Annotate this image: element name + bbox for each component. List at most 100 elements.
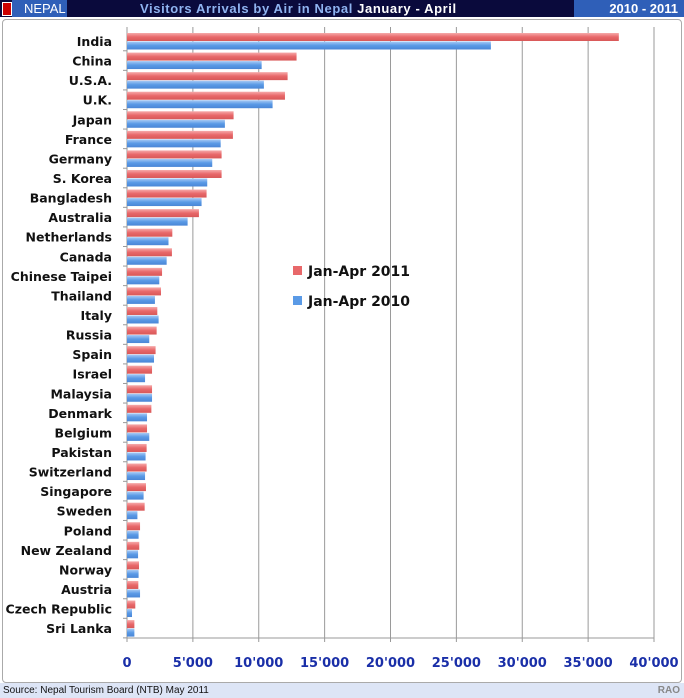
- bar-2011: [127, 580, 139, 589]
- category-label: Norway: [59, 562, 112, 577]
- bar-2011: [127, 502, 145, 511]
- bar-2010: [127, 256, 167, 265]
- category-label: Austria: [61, 582, 112, 597]
- years-label: 2010 - 2011: [574, 0, 684, 17]
- author-mark: RAO: [657, 685, 680, 696]
- bar-2010: [127, 609, 133, 618]
- category-label: Switzerland: [29, 465, 112, 480]
- bar-2010: [127, 100, 273, 109]
- chart-frame: [2, 19, 682, 683]
- bar-2010: [127, 413, 148, 422]
- bar-2011: [127, 52, 297, 61]
- bar-2011: [127, 561, 139, 570]
- category-label: Denmark: [48, 406, 112, 421]
- bar-2010: [127, 178, 208, 187]
- header-bar: NEPAL Visitors Arrivals by Air in Nepal …: [0, 0, 684, 17]
- bar-2010: [127, 80, 264, 89]
- legend-swatch: [293, 266, 302, 275]
- bar-2011: [127, 326, 157, 335]
- category-label: Japan: [72, 112, 112, 127]
- x-tick-label: 15'000: [300, 656, 349, 671]
- x-tick-label: 5'000: [173, 656, 213, 671]
- bar-2011: [127, 600, 136, 609]
- category-label: Singapore: [40, 484, 112, 499]
- bar-2011: [127, 150, 222, 159]
- category-label: India: [77, 34, 112, 49]
- x-tick-label: 0: [122, 656, 131, 671]
- category-label: S. Korea: [53, 171, 112, 186]
- bar-2011: [127, 287, 161, 296]
- category-label: Netherlands: [26, 230, 112, 245]
- category-label: Russia: [66, 328, 112, 343]
- bar-2010: [127, 276, 160, 285]
- bar-2010: [127, 452, 146, 461]
- bar-2011: [127, 346, 156, 355]
- bar-2011: [127, 463, 147, 472]
- legend-label: Jan-Apr 2011: [307, 264, 410, 280]
- bar-2010: [127, 237, 169, 246]
- footer: Source: Nepal Tourism Board (NTB) May 20…: [0, 683, 684, 698]
- x-tick-label: 20'000: [366, 656, 415, 671]
- bar-2011: [127, 365, 153, 374]
- bar-2011: [127, 209, 199, 218]
- category-label: Pakistan: [51, 445, 112, 460]
- x-tick-label: 30'000: [498, 656, 547, 671]
- bar-2011: [127, 306, 158, 315]
- country-label: NEPAL: [12, 0, 67, 17]
- x-tick-label: 40'000: [629, 656, 678, 671]
- nepal-flag-icon: [2, 2, 12, 16]
- category-label: Czech Republic: [6, 602, 112, 617]
- category-label: Sweden: [57, 504, 112, 519]
- bar-2010: [127, 472, 146, 481]
- x-tick-label: 10'000: [234, 656, 283, 671]
- source-note: Source: Nepal Tourism Board (NTB) May 20…: [3, 685, 209, 696]
- bar-2011: [127, 228, 173, 237]
- x-tick-label: 25'000: [432, 656, 481, 671]
- bar-2010: [127, 550, 139, 559]
- bar-2010: [127, 491, 144, 500]
- title-period: January - April: [357, 1, 457, 16]
- bar-2011: [127, 33, 619, 41]
- bar-2011: [127, 130, 233, 139]
- bar-2011: [127, 72, 288, 81]
- category-label: Malaysia: [50, 386, 112, 401]
- category-label: Spain: [72, 347, 112, 362]
- bar-2010: [127, 158, 213, 167]
- bar-2011: [127, 169, 222, 178]
- category-label: U.K.: [83, 93, 112, 108]
- category-label: Thailand: [51, 288, 112, 303]
- bar-2010: [127, 198, 202, 207]
- category-label: Sri Lanka: [46, 621, 112, 636]
- bar-chart: 0 5'000 10'000 15'000 20'000 25'000 30'000 35'0…: [6, 27, 679, 671]
- category-label: Israel: [73, 367, 112, 382]
- bar-2010: [127, 569, 139, 578]
- bar-2011: [127, 385, 153, 394]
- bar-2011: [127, 189, 207, 198]
- bar-2011: [127, 620, 135, 629]
- bar-2011: [127, 248, 172, 257]
- bar-2010: [127, 530, 139, 539]
- bar-2011: [127, 267, 163, 276]
- bar-2011: [127, 483, 146, 492]
- category-label: Belgium: [55, 425, 112, 440]
- category-label: U.S.A.: [69, 73, 112, 88]
- category-label: France: [65, 132, 112, 147]
- bar-2011: [127, 443, 147, 452]
- bar-2010: [127, 393, 153, 402]
- category-label: Poland: [64, 523, 112, 538]
- bar-2010: [127, 119, 225, 128]
- bar-2010: [127, 217, 188, 226]
- bar-2011: [127, 404, 152, 413]
- category-label: Australia: [48, 210, 112, 225]
- bar-2010: [127, 139, 221, 148]
- category-label: Italy: [81, 308, 113, 323]
- category-label: China: [72, 54, 112, 69]
- bar-2010: [127, 432, 150, 441]
- chart-title: Visitors Arrivals by Air in Nepal Januar…: [140, 0, 457, 17]
- bar-2011: [127, 91, 285, 100]
- bar-2011: [127, 541, 140, 550]
- bar-2010: [127, 315, 159, 324]
- bar-2010: [127, 589, 141, 598]
- title-main: Visitors Arrivals by Air in Nepal: [140, 1, 353, 16]
- category-label: Germany: [49, 151, 112, 166]
